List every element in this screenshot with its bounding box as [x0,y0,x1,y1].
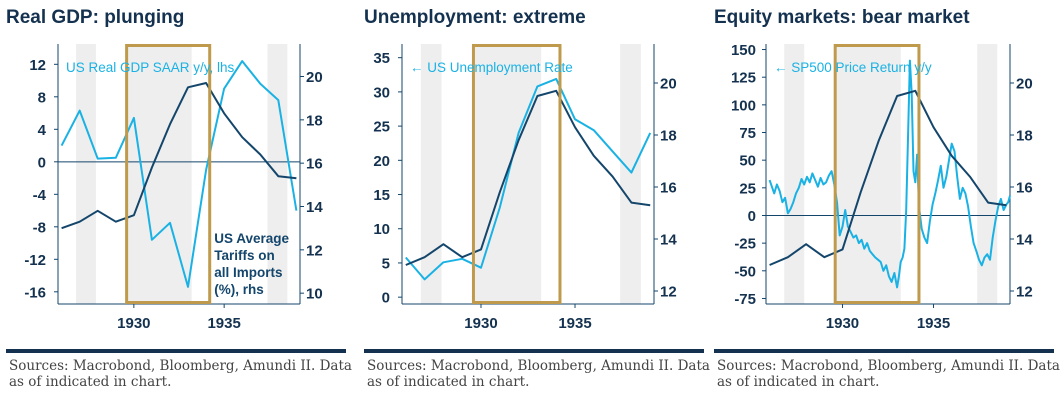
equity-chart: 150 125 100 75 50 25 0 -25 -50 -75 20 18 16 14 12 1930 1… [731,42,1033,332]
highlight-box [471,44,562,304]
y-tick-label-left: 4 [38,122,47,139]
series-line-right [769,89,1007,266]
source-note: Sources: Macrobond, Bloomberg, Amundi II… [6,358,352,390]
y-tick-label-right: 14 [1016,232,1033,249]
panel-title: Real GDP: plunging [6,7,185,28]
y-tick-label-left: -16 [24,284,46,301]
series-annotation: ← SP500 Price Return y/y [774,60,932,75]
y-tick-label-right: 16 [1016,180,1033,197]
panel-title: Unemployment: extreme [364,7,586,28]
tariffs-legend-line: (%), rhs [214,282,264,297]
unemployment-chart-panel: Unemployment: extreme 35 30 25 20 15 10 5 0 20 18… [364,0,712,406]
y-tick-label-left: 100 [731,97,756,114]
series-annotation: ← US Unemployment Rate [410,60,573,75]
unemployment-chart: 35 30 25 20 15 10 5 0 20 18 16 14 12 1930 1935 ← US Une… [373,44,677,332]
y-tick-label-left: 10 [373,221,390,238]
y-tick-label-left: -8 [33,219,46,236]
source-note: Sources: Macrobond, Bloomberg, Amundi II… [714,358,1060,390]
y-tick-label-left: -4 [33,187,47,204]
source-line: as of indicated in chart. [367,374,530,390]
series-line-right [61,82,297,230]
series-line-left [405,77,652,281]
source-line: as of indicated in chart. [717,374,880,390]
gdp-chart: 12 8 4 0 -4 -8 -12 -16 20 18 16 14 12 10 1930 1935 US Re… [24,44,323,332]
y-tick-label-left: 8 [38,89,46,106]
tariffs-legend-line: Tariffs on [214,248,275,263]
y-tick-label-left: 30 [373,84,390,101]
x-tick-label: 1935 [917,315,950,332]
y-tick-label-right: 10 [306,286,323,303]
y-tick-label-right: 16 [660,180,677,197]
source-line: Sources: Macrobond, Bloomberg, Amundi II… [9,358,352,374]
source-line: Sources: Macrobond, Bloomberg, Amundi II… [367,358,710,374]
y-tick-label-left: 12 [29,57,46,74]
y-tick-label-left: -25 [734,236,756,253]
y-tick-label-right: 14 [660,232,677,249]
y-tick-label-left: 125 [731,70,756,87]
y-tick-label-right: 20 [306,69,323,86]
shaded-period [977,44,998,304]
series-line-left [768,59,1011,289]
y-tick-label-left: -50 [734,263,756,280]
tariffs-legend-line: all Imports [214,265,282,280]
y-tick-label-right: 12 [660,284,677,301]
y-tick-label-right: 14 [306,199,323,216]
y-tick-label-right: 18 [306,112,323,129]
y-tick-label-left: 75 [739,125,756,142]
y-tick-label-right: 20 [1016,76,1033,93]
highlight-box [833,44,921,304]
equity-chart-panel: Equity markets: bear market 150 125 100 75 5… [714,0,1062,406]
y-tick-label-right: 16 [306,156,323,173]
y-tick-label-left: 150 [731,42,756,59]
y-tick-label-left: 20 [373,153,390,170]
y-tick-label-left: 0 [382,290,390,307]
shaded-period [620,44,641,304]
divider [6,349,346,353]
y-tick-label-left: 15 [373,187,390,204]
y-tick-label-left: -12 [24,252,46,269]
y-tick-label-right: 18 [1016,128,1033,145]
source-line: as of indicated in chart. [9,374,172,390]
highlight-box [125,44,212,304]
y-tick-label-left: 0 [38,154,46,171]
x-tick-label: 1935 [558,315,591,332]
tariffs-legend-line: US Average [214,231,289,246]
y-tick-label-left: -75 [734,291,756,308]
shaded-period [784,44,805,304]
y-tick-label-right: 12 [1016,284,1033,301]
x-tick-label: 1930 [117,315,150,332]
divider [364,349,704,353]
y-tick-label-left: 5 [382,255,390,272]
x-tick-label: 1935 [207,315,240,332]
series-annotation: US Real GDP SAAR y/y, lhs [66,60,235,75]
y-tick-label-right: 20 [660,76,677,93]
shaded-period [420,44,442,304]
source-note: Sources: Macrobond, Bloomberg, Amundi II… [364,358,710,390]
y-tick-label-left: 25 [373,119,390,136]
divider [714,349,1054,353]
source-line: Sources: Macrobond, Bloomberg, Amundi II… [717,358,1060,374]
y-tick-label-right: 18 [660,128,677,145]
shaded-period [76,44,96,304]
y-tick-label-left: 25 [739,180,756,197]
series-line-left [60,60,298,288]
x-tick-label: 1930 [826,315,859,332]
panel-title: Equity markets: bear market [714,7,970,28]
gdp-chart-panel: Real GDP: plunging 12 8 4 0 -4 -8 -12 -16 20 18 16… [6,0,354,406]
y-tick-label-left: 0 [748,208,756,225]
y-tick-label-left: 50 [739,153,756,170]
y-tick-label-right: 12 [306,242,323,259]
y-tick-label-left: 35 [373,50,390,67]
series-line-right [405,89,651,266]
x-tick-label: 1930 [464,315,497,332]
